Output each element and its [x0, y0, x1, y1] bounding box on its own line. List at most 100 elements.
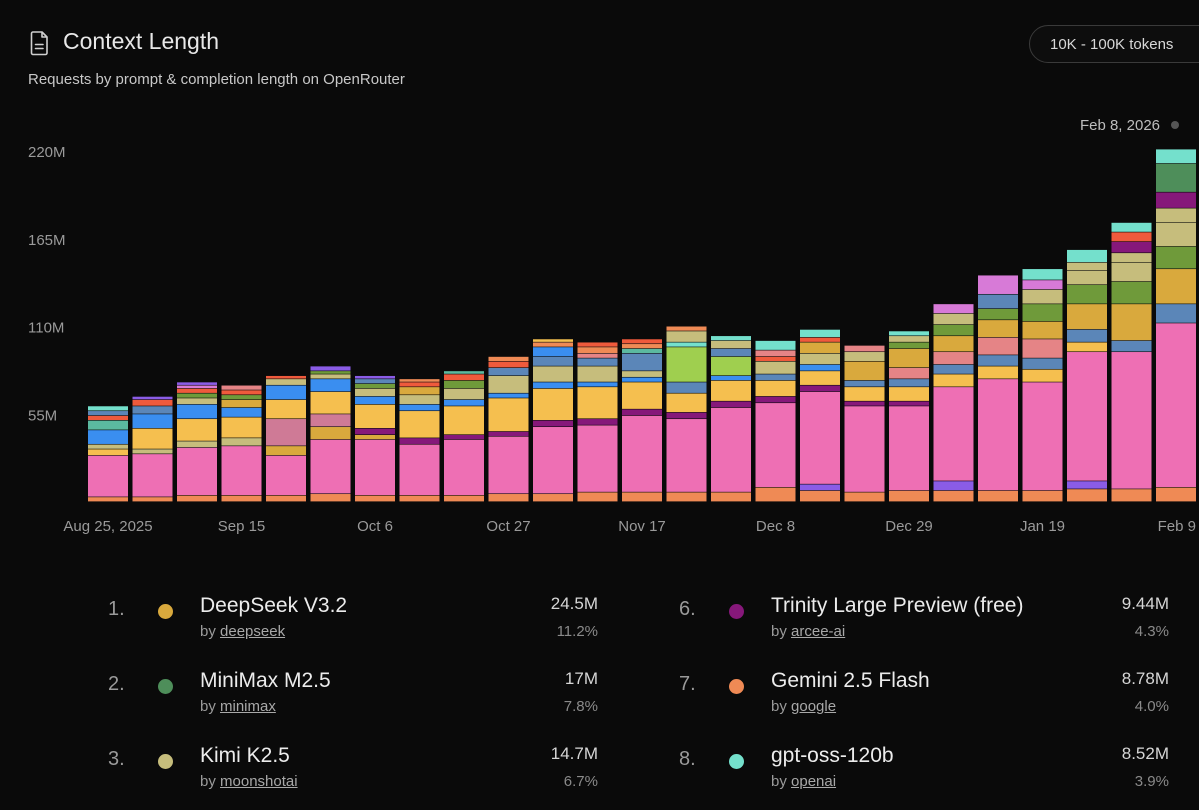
- bar-segment[interactable]: [533, 427, 573, 494]
- bar-segment[interactable]: [622, 348, 662, 354]
- bar-segment[interactable]: [177, 382, 217, 385]
- bar-segment[interactable]: [444, 495, 484, 502]
- bar-segment[interactable]: [266, 455, 306, 496]
- bar-segment[interactable]: [488, 494, 529, 502]
- bar-week-17[interactable]: [800, 329, 840, 502]
- bar-segment[interactable]: [889, 342, 929, 349]
- bar-segment[interactable]: [1156, 149, 1196, 164]
- bar-segment[interactable]: [889, 367, 929, 379]
- legend-author-link[interactable]: openai: [791, 773, 837, 790]
- bar-segment[interactable]: [88, 430, 128, 444]
- bar-segment[interactable]: [533, 420, 573, 427]
- bar-segment[interactable]: [399, 382, 440, 387]
- bar-week-12[interactable]: [577, 342, 618, 502]
- bar-segment[interactable]: [755, 356, 796, 361]
- bar-segment[interactable]: [132, 454, 173, 497]
- bar-segment[interactable]: [177, 393, 217, 398]
- bar-segment[interactable]: [310, 371, 351, 374]
- bar-segment[interactable]: [488, 431, 529, 436]
- bar-segment[interactable]: [711, 492, 751, 502]
- bar-segment[interactable]: [711, 375, 751, 381]
- bar-week-22[interactable]: [1022, 269, 1063, 502]
- bar-segment[interactable]: [221, 395, 262, 400]
- legend-model-name[interactable]: MiniMax M2.5: [200, 669, 331, 692]
- bar-segment[interactable]: [666, 382, 707, 393]
- bar-segment[interactable]: [310, 414, 351, 427]
- token-range-button[interactable]: 10K - 100K tokens: [1029, 25, 1199, 63]
- bar-segment[interactable]: [1156, 487, 1196, 502]
- bar-segment[interactable]: [1022, 369, 1063, 382]
- bar-segment[interactable]: [399, 444, 440, 496]
- bar-segment[interactable]: [889, 348, 929, 368]
- bar-segment[interactable]: [577, 492, 618, 502]
- bar-segment[interactable]: [177, 388, 217, 393]
- bar-segment[interactable]: [577, 347, 618, 354]
- legend-item[interactable]: 3. Kimi K2.5 by moonshotai 14.7M 6.7%: [108, 744, 608, 804]
- bar-segment[interactable]: [577, 382, 618, 387]
- bar-segment[interactable]: [844, 387, 885, 401]
- bar-segment[interactable]: [1067, 481, 1107, 489]
- bar-week-25[interactable]: [1156, 149, 1196, 502]
- bar-week-11[interactable]: [533, 339, 573, 502]
- bar-segment[interactable]: [1067, 352, 1107, 481]
- bar-segment[interactable]: [1111, 340, 1152, 352]
- bar-segment[interactable]: [889, 336, 929, 342]
- bar-segment[interactable]: [800, 490, 840, 502]
- bar-segment[interactable]: [800, 385, 840, 392]
- bar-segment[interactable]: [755, 403, 796, 488]
- bar-segment[interactable]: [444, 434, 484, 440]
- bar-segment[interactable]: [844, 401, 885, 406]
- bar-segment[interactable]: [266, 399, 306, 419]
- bar-week-5[interactable]: [266, 375, 306, 502]
- bar-segment[interactable]: [1022, 304, 1063, 322]
- legend-model-name[interactable]: DeepSeek V3.2: [200, 594, 348, 617]
- bar-segment[interactable]: [1111, 281, 1152, 304]
- bar-segment[interactable]: [933, 352, 974, 365]
- bar-segment[interactable]: [1111, 222, 1152, 232]
- bar-segment[interactable]: [488, 436, 529, 494]
- bar-segment[interactable]: [533, 342, 573, 347]
- bar-segment[interactable]: [711, 407, 751, 492]
- bar-segment[interactable]: [1156, 246, 1196, 269]
- bar-segment[interactable]: [444, 380, 484, 389]
- bar-segment[interactable]: [488, 398, 529, 432]
- bar-segment[interactable]: [1111, 304, 1152, 341]
- bar-segment[interactable]: [1022, 280, 1063, 290]
- bar-segment[interactable]: [844, 492, 885, 502]
- bar-segment[interactable]: [132, 428, 173, 449]
- bar-segment[interactable]: [1156, 269, 1196, 304]
- bar-week-9[interactable]: [444, 371, 484, 502]
- bar-segment[interactable]: [622, 371, 662, 377]
- bar-segment[interactable]: [444, 399, 484, 406]
- bar-week-6[interactable]: [310, 366, 351, 502]
- bar-segment[interactable]: [577, 342, 618, 347]
- bar-segment[interactable]: [1156, 163, 1196, 192]
- bar-segment[interactable]: [622, 339, 662, 344]
- bar-segment[interactable]: [355, 404, 395, 429]
- bar-segment[interactable]: [266, 495, 306, 502]
- bar-segment[interactable]: [444, 406, 484, 435]
- bar-segment[interactable]: [978, 337, 1018, 355]
- bar-segment[interactable]: [1111, 352, 1152, 489]
- bar-segment[interactable]: [978, 379, 1018, 491]
- bar-segment[interactable]: [132, 497, 173, 502]
- bar-segment[interactable]: [711, 340, 751, 349]
- bar-week-16[interactable]: [755, 340, 796, 502]
- bar-segment[interactable]: [800, 342, 840, 354]
- bar-segment[interactable]: [355, 428, 395, 435]
- bar-segment[interactable]: [577, 353, 618, 358]
- bar-segment[interactable]: [533, 339, 573, 342]
- bar-segment[interactable]: [666, 492, 707, 502]
- legend-item[interactable]: 2. MiniMax M2.5 by minimax 17M 7.8%: [108, 669, 608, 729]
- legend-author-link[interactable]: moonshotai: [220, 773, 298, 790]
- bar-segment[interactable]: [221, 417, 262, 438]
- bar-segment[interactable]: [132, 406, 173, 414]
- bar-segment[interactable]: [444, 439, 484, 496]
- bar-segment[interactable]: [533, 347, 573, 357]
- bar-segment[interactable]: [310, 494, 351, 502]
- bar-segment[interactable]: [666, 347, 707, 382]
- bar-segment[interactable]: [1067, 262, 1107, 271]
- bar-segment[interactable]: [889, 401, 929, 406]
- bar-segment[interactable]: [933, 387, 974, 481]
- bar-segment[interactable]: [399, 395, 440, 405]
